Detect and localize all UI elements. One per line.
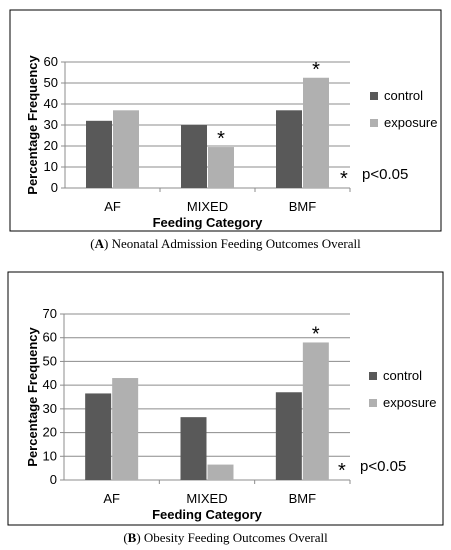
y-tick-label: 40 <box>43 377 57 392</box>
y-tick-label: 50 <box>43 353 57 368</box>
caption-a-text: Neonatal Admission Feeding Outcomes Over… <box>108 236 361 251</box>
annotation-marker: * <box>340 168 348 190</box>
bar-control-mixed <box>181 125 207 188</box>
y-tick-label: 70 <box>43 306 57 321</box>
significance-marker: * <box>312 59 320 81</box>
bar-control-bmf <box>275 392 302 480</box>
legend-swatch-exposure <box>369 399 377 407</box>
legend-swatch-exposure <box>370 119 378 127</box>
y-tick-label: 60 <box>44 54 58 69</box>
annotation-text: p<0.05 <box>362 166 408 183</box>
chart-a: 0 10 20 30 40 50 60 AF * MIXED * BMF Feeding Categor… <box>9 9 442 232</box>
x-tick-label-bmf: BMF <box>289 491 317 506</box>
annotation-marker: * <box>338 460 346 482</box>
chart-b: 0 10 20 30 40 50 60 70 AF MIXED * BMF Feeding Catego… <box>7 271 444 526</box>
caption-b-text: Obesity Feeding Outcomes Overall <box>140 530 328 545</box>
legend-swatch-control <box>369 372 377 380</box>
y-tick-label: 10 <box>43 448 57 463</box>
y-tick-label: 20 <box>43 425 57 440</box>
x-axis-label: Feeding Category <box>153 215 264 230</box>
caption-a: (A) Neonatal Admission Feeding Outcomes … <box>90 236 361 251</box>
annotation-text: p<0.05 <box>360 458 406 475</box>
chart-frame-b <box>7 271 444 526</box>
legend-swatch-control <box>370 92 378 100</box>
bar-exposure-mixed <box>207 464 234 480</box>
x-tick-label-af: AF <box>103 491 120 506</box>
y-tick-label: 20 <box>44 138 58 153</box>
bar-control-bmf <box>276 110 302 188</box>
x-tick-label-mixed: MIXED <box>187 199 228 214</box>
chart-panel-b: 0 10 20 30 40 50 60 70 AF MIXED * BMF Feeding Catego… <box>0 262 451 550</box>
caption-a-letter: A <box>94 236 104 251</box>
legend-label-control: control <box>383 368 422 383</box>
y-axis-label: Percentage Frequency <box>25 55 40 195</box>
x-axis-label: Feeding Category <box>152 507 263 522</box>
legend-label-exposure: exposure <box>384 115 437 130</box>
y-axis-label: Percentage Frequency <box>25 327 40 467</box>
bar-exposure-bmf <box>303 77 329 188</box>
y-tick-label: 30 <box>44 117 58 132</box>
significance-marker: * <box>217 128 225 150</box>
x-tick-label-mixed: MIXED <box>186 491 227 506</box>
significance-marker: * <box>312 323 320 345</box>
bar-control-af <box>85 393 112 480</box>
chart-panel-a: 0 10 20 30 40 50 60 AF * MIXED * BMF Feeding Categor… <box>0 0 451 262</box>
bar-control-mixed <box>180 417 207 480</box>
x-tick-label-af: AF <box>104 199 121 214</box>
y-tick-label: 30 <box>43 401 57 416</box>
y-tick-label: 10 <box>44 159 58 174</box>
y-tick-label: 0 <box>51 180 58 195</box>
bar-control-af <box>86 120 112 188</box>
bar-exposure-mixed <box>208 147 234 188</box>
chart-frame-a <box>9 9 442 232</box>
y-tick-label: 0 <box>50 472 57 487</box>
bar-exposure-af <box>113 110 139 188</box>
y-tick-label: 60 <box>43 330 57 345</box>
bar-exposure-af <box>112 378 139 480</box>
legend-label-exposure: exposure <box>383 395 436 410</box>
bar-exposure-bmf <box>302 342 329 480</box>
y-tick-label: 40 <box>44 96 58 111</box>
legend-label-control: control <box>384 88 423 103</box>
x-tick-label-bmf: BMF <box>289 199 317 214</box>
caption-b-letter: B <box>127 530 137 545</box>
y-tick-label: 50 <box>44 75 58 90</box>
caption-b: (B) Obesity Feeding Outcomes Overall <box>123 530 328 545</box>
